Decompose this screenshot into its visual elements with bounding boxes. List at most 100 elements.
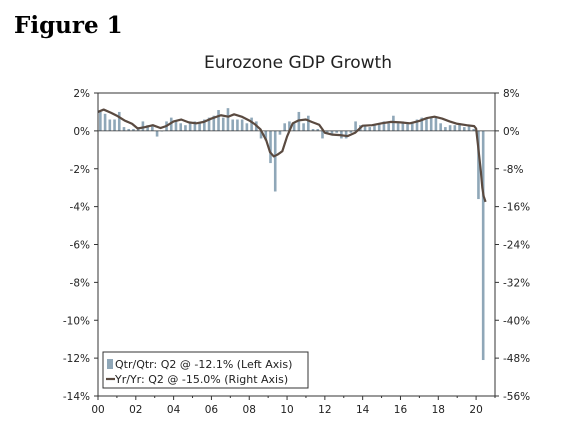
- y-right-tick-label: 0%: [503, 126, 520, 138]
- bar: [231, 119, 234, 131]
- bar: [283, 123, 286, 131]
- bar: [169, 117, 173, 131]
- bar: [198, 123, 201, 131]
- y-right-tick-label: -32%: [503, 277, 530, 289]
- bar: [458, 123, 461, 131]
- bar: [207, 117, 211, 131]
- bar: [108, 119, 112, 131]
- bar: [344, 130, 348, 139]
- bar: [141, 121, 145, 131]
- y-left-tick-label: -8%: [70, 277, 90, 289]
- frame-group: [97, 92, 496, 397]
- x-tick-label: 06: [205, 404, 219, 416]
- bar: [316, 128, 320, 131]
- x-tick-label: 14: [356, 404, 370, 416]
- line-group: [97, 108, 487, 203]
- bar: [188, 123, 192, 131]
- bar: [132, 128, 135, 131]
- bar: [264, 130, 268, 141]
- bar: [288, 121, 291, 131]
- bar: [250, 117, 253, 131]
- bar: [174, 121, 178, 131]
- ticks-group: 2% 0% -2% -4% -6% -8% -10% -12% -14% 8% 0% -8% -16% -…: [63, 88, 530, 416]
- bar: [179, 123, 183, 131]
- bar: [127, 128, 131, 131]
- bar: [382, 121, 386, 131]
- y-left-tick-label: -4%: [70, 202, 90, 214]
- bar: [193, 121, 197, 131]
- bar: [292, 123, 296, 131]
- y-left-tick-label: -10%: [63, 315, 90, 327]
- bar: [467, 125, 471, 131]
- bar: [462, 127, 466, 131]
- bar: [212, 115, 216, 131]
- bar: [429, 117, 433, 131]
- y-right-tick-label: -16%: [503, 202, 530, 214]
- bar: [99, 111, 102, 131]
- y-left-tick-label: -14%: [63, 391, 90, 403]
- y-right-tick-label: -8%: [503, 164, 523, 176]
- bar: [307, 115, 310, 131]
- bar: [245, 123, 249, 131]
- bar: [481, 130, 485, 361]
- y-right-tick-label: 8%: [503, 88, 520, 100]
- x-tick-label: 08: [243, 404, 256, 416]
- bar: [325, 130, 329, 133]
- bar: [349, 130, 353, 133]
- bars-group: [99, 108, 485, 361]
- bar: [368, 127, 372, 131]
- bar: [415, 119, 419, 131]
- bar: [420, 117, 424, 131]
- bar: [444, 127, 447, 131]
- y-left-tick-label: -2%: [70, 164, 90, 176]
- bar: [203, 119, 206, 131]
- bar: [396, 123, 400, 131]
- y-right-tick-label: -24%: [503, 240, 530, 252]
- bar: [151, 125, 154, 131]
- y-left-tick-label: -12%: [63, 353, 90, 365]
- bar: [335, 130, 338, 133]
- bar: [448, 125, 452, 131]
- bar: [373, 125, 376, 131]
- legend-box: [102, 351, 309, 389]
- bar: [217, 110, 220, 131]
- bar: [259, 130, 263, 139]
- bar: [453, 125, 457, 131]
- bar: [240, 119, 244, 131]
- bar: [330, 130, 334, 135]
- bar: [122, 127, 126, 131]
- bar: [387, 123, 390, 131]
- bar: [472, 128, 476, 131]
- x-tick-label: 02: [129, 404, 142, 416]
- legend: Qtr/Qtr: Q2 @ -12.1% (Left Axis) Yr/Yr: Q…: [102, 351, 309, 389]
- bar: [273, 130, 277, 192]
- y-left-tick-label: 0%: [73, 126, 90, 138]
- x-tick-label: 04: [167, 404, 181, 416]
- bar: [103, 113, 107, 131]
- bar: [226, 108, 230, 131]
- y-right-tick-label: -56%: [503, 391, 530, 403]
- y-right-tick-label: -48%: [503, 353, 530, 365]
- bar: [146, 125, 149, 131]
- bar: [377, 123, 381, 131]
- x-tick-label: 00: [91, 404, 104, 416]
- bar: [302, 123, 305, 131]
- bar: [434, 117, 438, 131]
- bar: [236, 119, 239, 131]
- bar: [406, 123, 409, 131]
- y-left-tick-label: 2%: [73, 88, 90, 100]
- legend-label-yoy: Yr/Yr: Q2 @ -15.0% (Right Axis): [114, 373, 288, 386]
- x-tick-label: 18: [432, 404, 445, 416]
- y-right-tick-label: -40%: [503, 315, 530, 327]
- legend-label-qtr: Qtr/Qtr: Q2 @ -12.1% (Left Axis): [115, 358, 292, 371]
- bar: [311, 128, 315, 131]
- bar: [221, 117, 225, 131]
- bar: [477, 130, 480, 200]
- legend-swatch-bar: [107, 359, 113, 369]
- yoy-line: [97, 108, 487, 203]
- x-tick-label: 10: [280, 404, 293, 416]
- x-tick-label: 20: [469, 404, 482, 416]
- bar: [321, 130, 324, 139]
- bar: [269, 130, 272, 164]
- bar: [401, 121, 405, 131]
